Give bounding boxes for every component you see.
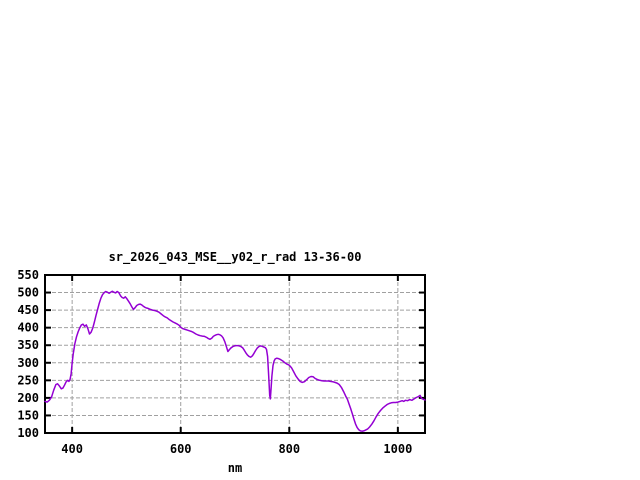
y-tick-label: 300 bbox=[17, 356, 39, 370]
chart-title: sr_2026_043_MSE__y02_r_rad 13-36-00 bbox=[108, 250, 362, 264]
y-tick-label: 350 bbox=[17, 338, 39, 352]
y-tick-label: 150 bbox=[17, 408, 39, 422]
y-tick-label: 100 bbox=[17, 426, 39, 440]
x-tick-label: 800 bbox=[278, 442, 300, 456]
y-tick-label: 500 bbox=[17, 286, 39, 300]
x-tick-label: 400 bbox=[61, 442, 83, 456]
x-axis-label: nm bbox=[227, 461, 243, 475]
y-tick-label: 200 bbox=[17, 391, 39, 405]
y-tick-label: 550 bbox=[17, 268, 39, 282]
x-tick-label: 1000 bbox=[383, 442, 412, 456]
spectrum-line bbox=[44, 290, 426, 432]
plot-border bbox=[44, 274, 426, 434]
x-tick-label: 600 bbox=[170, 442, 192, 456]
y-tick-label: 450 bbox=[17, 303, 39, 317]
y-tick-label: 400 bbox=[17, 321, 39, 335]
y-tick-label: 250 bbox=[17, 373, 39, 387]
